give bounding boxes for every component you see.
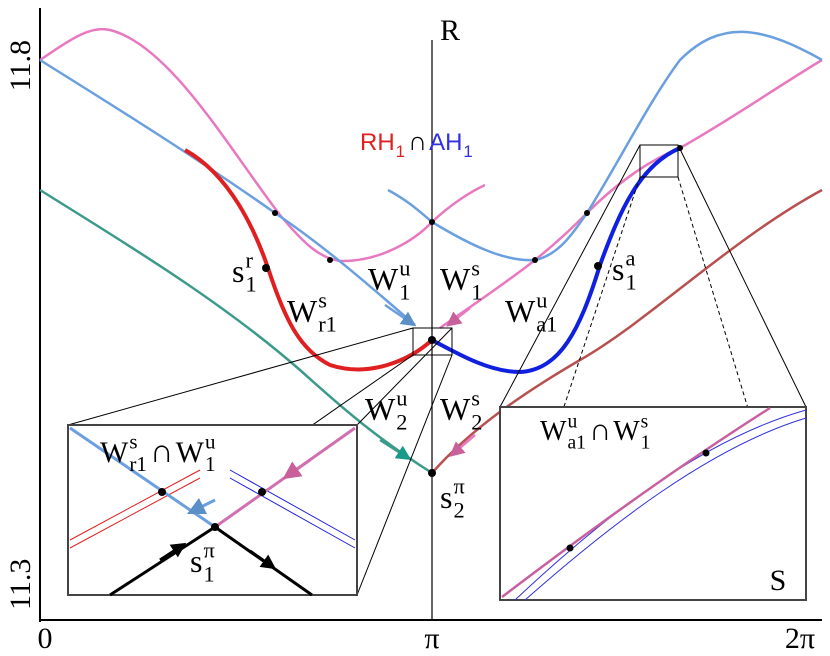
label-base: AH — [429, 129, 462, 156]
label-base: W — [287, 293, 318, 329]
label-sub: 1 — [471, 280, 482, 305]
label-sup: u — [399, 256, 410, 281]
curves — [39, 27, 823, 477]
label-sub: 1 — [625, 270, 636, 295]
label-sub: r1 — [129, 452, 147, 476]
label-sup: a — [625, 246, 635, 271]
label-sub: 1 — [463, 142, 472, 161]
label-base: W — [440, 261, 471, 297]
label-sub: 2 — [471, 410, 482, 435]
label-base: s — [612, 251, 624, 287]
intersection-symbol: ∩ — [150, 434, 174, 470]
label-sub: 2 — [396, 410, 407, 435]
y-top-label: 11.8 — [4, 40, 37, 91]
label-sup: s — [471, 256, 480, 281]
label-base: s — [190, 543, 202, 579]
label-base: W — [365, 391, 396, 427]
label-base: W — [368, 261, 399, 297]
right-inset — [499, 406, 807, 601]
x-left-label: 0 — [38, 622, 53, 655]
label-base: s — [440, 479, 452, 515]
label-sub: 1 — [203, 562, 214, 587]
intersection-symbol: ∩ — [408, 126, 427, 156]
y-bottom-label: 11.3 — [4, 559, 37, 610]
label-sup: r — [245, 248, 253, 273]
left-inset — [67, 424, 358, 597]
label-sup: π — [453, 474, 464, 499]
label-sub: 1 — [396, 142, 405, 161]
label-base: W — [540, 416, 567, 447]
label-sub: 1 — [205, 452, 216, 476]
x-mid-label: π — [424, 622, 439, 655]
label-sup: u — [396, 386, 407, 411]
label-base: RH — [360, 129, 395, 156]
intersection-symbol: ∩ — [589, 413, 611, 447]
r-label: R — [440, 14, 460, 47]
label-sup: s — [471, 386, 480, 411]
label-sub: 1 — [641, 432, 651, 453]
label-sup: u — [567, 411, 577, 432]
label-sub: 1 — [245, 272, 256, 297]
x-right-label: 2π — [785, 622, 815, 655]
axes — [39, 8, 822, 622]
s-label: S — [770, 564, 787, 597]
label-sub: a1 — [536, 312, 557, 337]
label-sub: 1 — [399, 280, 410, 305]
label-sup: s — [129, 430, 137, 454]
label-base: W — [100, 436, 129, 469]
label-sup: u — [536, 288, 547, 313]
label-base: W — [505, 293, 536, 329]
label-sup: s — [318, 288, 327, 313]
label-base: s — [232, 253, 244, 289]
label-sub: 2 — [453, 498, 464, 523]
label-sup: u — [205, 430, 216, 454]
label-sup: s — [641, 411, 649, 432]
label-base: W — [440, 391, 471, 427]
label-base: W — [176, 436, 205, 469]
label-sub: a1 — [567, 432, 586, 453]
label-sup: π — [203, 538, 214, 563]
label-base: W — [613, 416, 640, 447]
label-sub: r1 — [318, 312, 337, 337]
